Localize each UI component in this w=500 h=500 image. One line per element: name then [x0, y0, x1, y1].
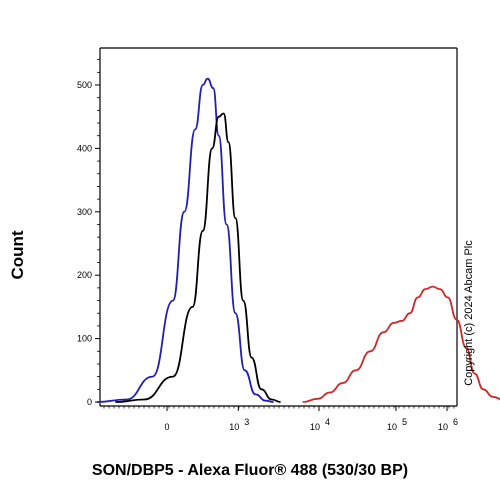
series-line-1: [115, 112, 281, 403]
y-tick-label-500: 500: [77, 80, 92, 90]
x-tick-exponent-2: 4: [325, 417, 330, 427]
series-line-2: [302, 285, 500, 403]
x-tick-label-4: 10: [438, 422, 448, 432]
y-tick-label-400: 400: [77, 143, 92, 153]
x-tick-exponent-4: 6: [453, 417, 458, 427]
x-axis-label: SON/DBP5 - Alexa Fluor® 488 (530/30 BP): [91, 462, 409, 479]
x-tick-label-1: 10: [229, 422, 239, 432]
x-tick-label-3: 10: [387, 422, 397, 432]
x-tick-exponent-1: 3: [244, 417, 249, 427]
y-tick-label-300: 300: [77, 207, 92, 217]
copyright-text: Copyright (c) 2024 Abcam Plc: [463, 240, 475, 386]
x-tick-label-0: 0: [164, 422, 169, 432]
y-tick-label-0: 0: [87, 397, 92, 407]
y-tick-label-100: 100: [77, 334, 92, 344]
x-tick-label-2: 10: [310, 422, 320, 432]
series-line-0: [96, 77, 274, 403]
y-tick-label-200: 200: [77, 270, 92, 280]
axes: 0 100 200 300 400 500 0 10 3 10 4 10 5 10 6: [77, 47, 458, 432]
y-axis-label: Count: [8, 230, 27, 280]
x-tick-exponent-3: 5: [402, 417, 407, 427]
series-layer: [96, 77, 500, 403]
